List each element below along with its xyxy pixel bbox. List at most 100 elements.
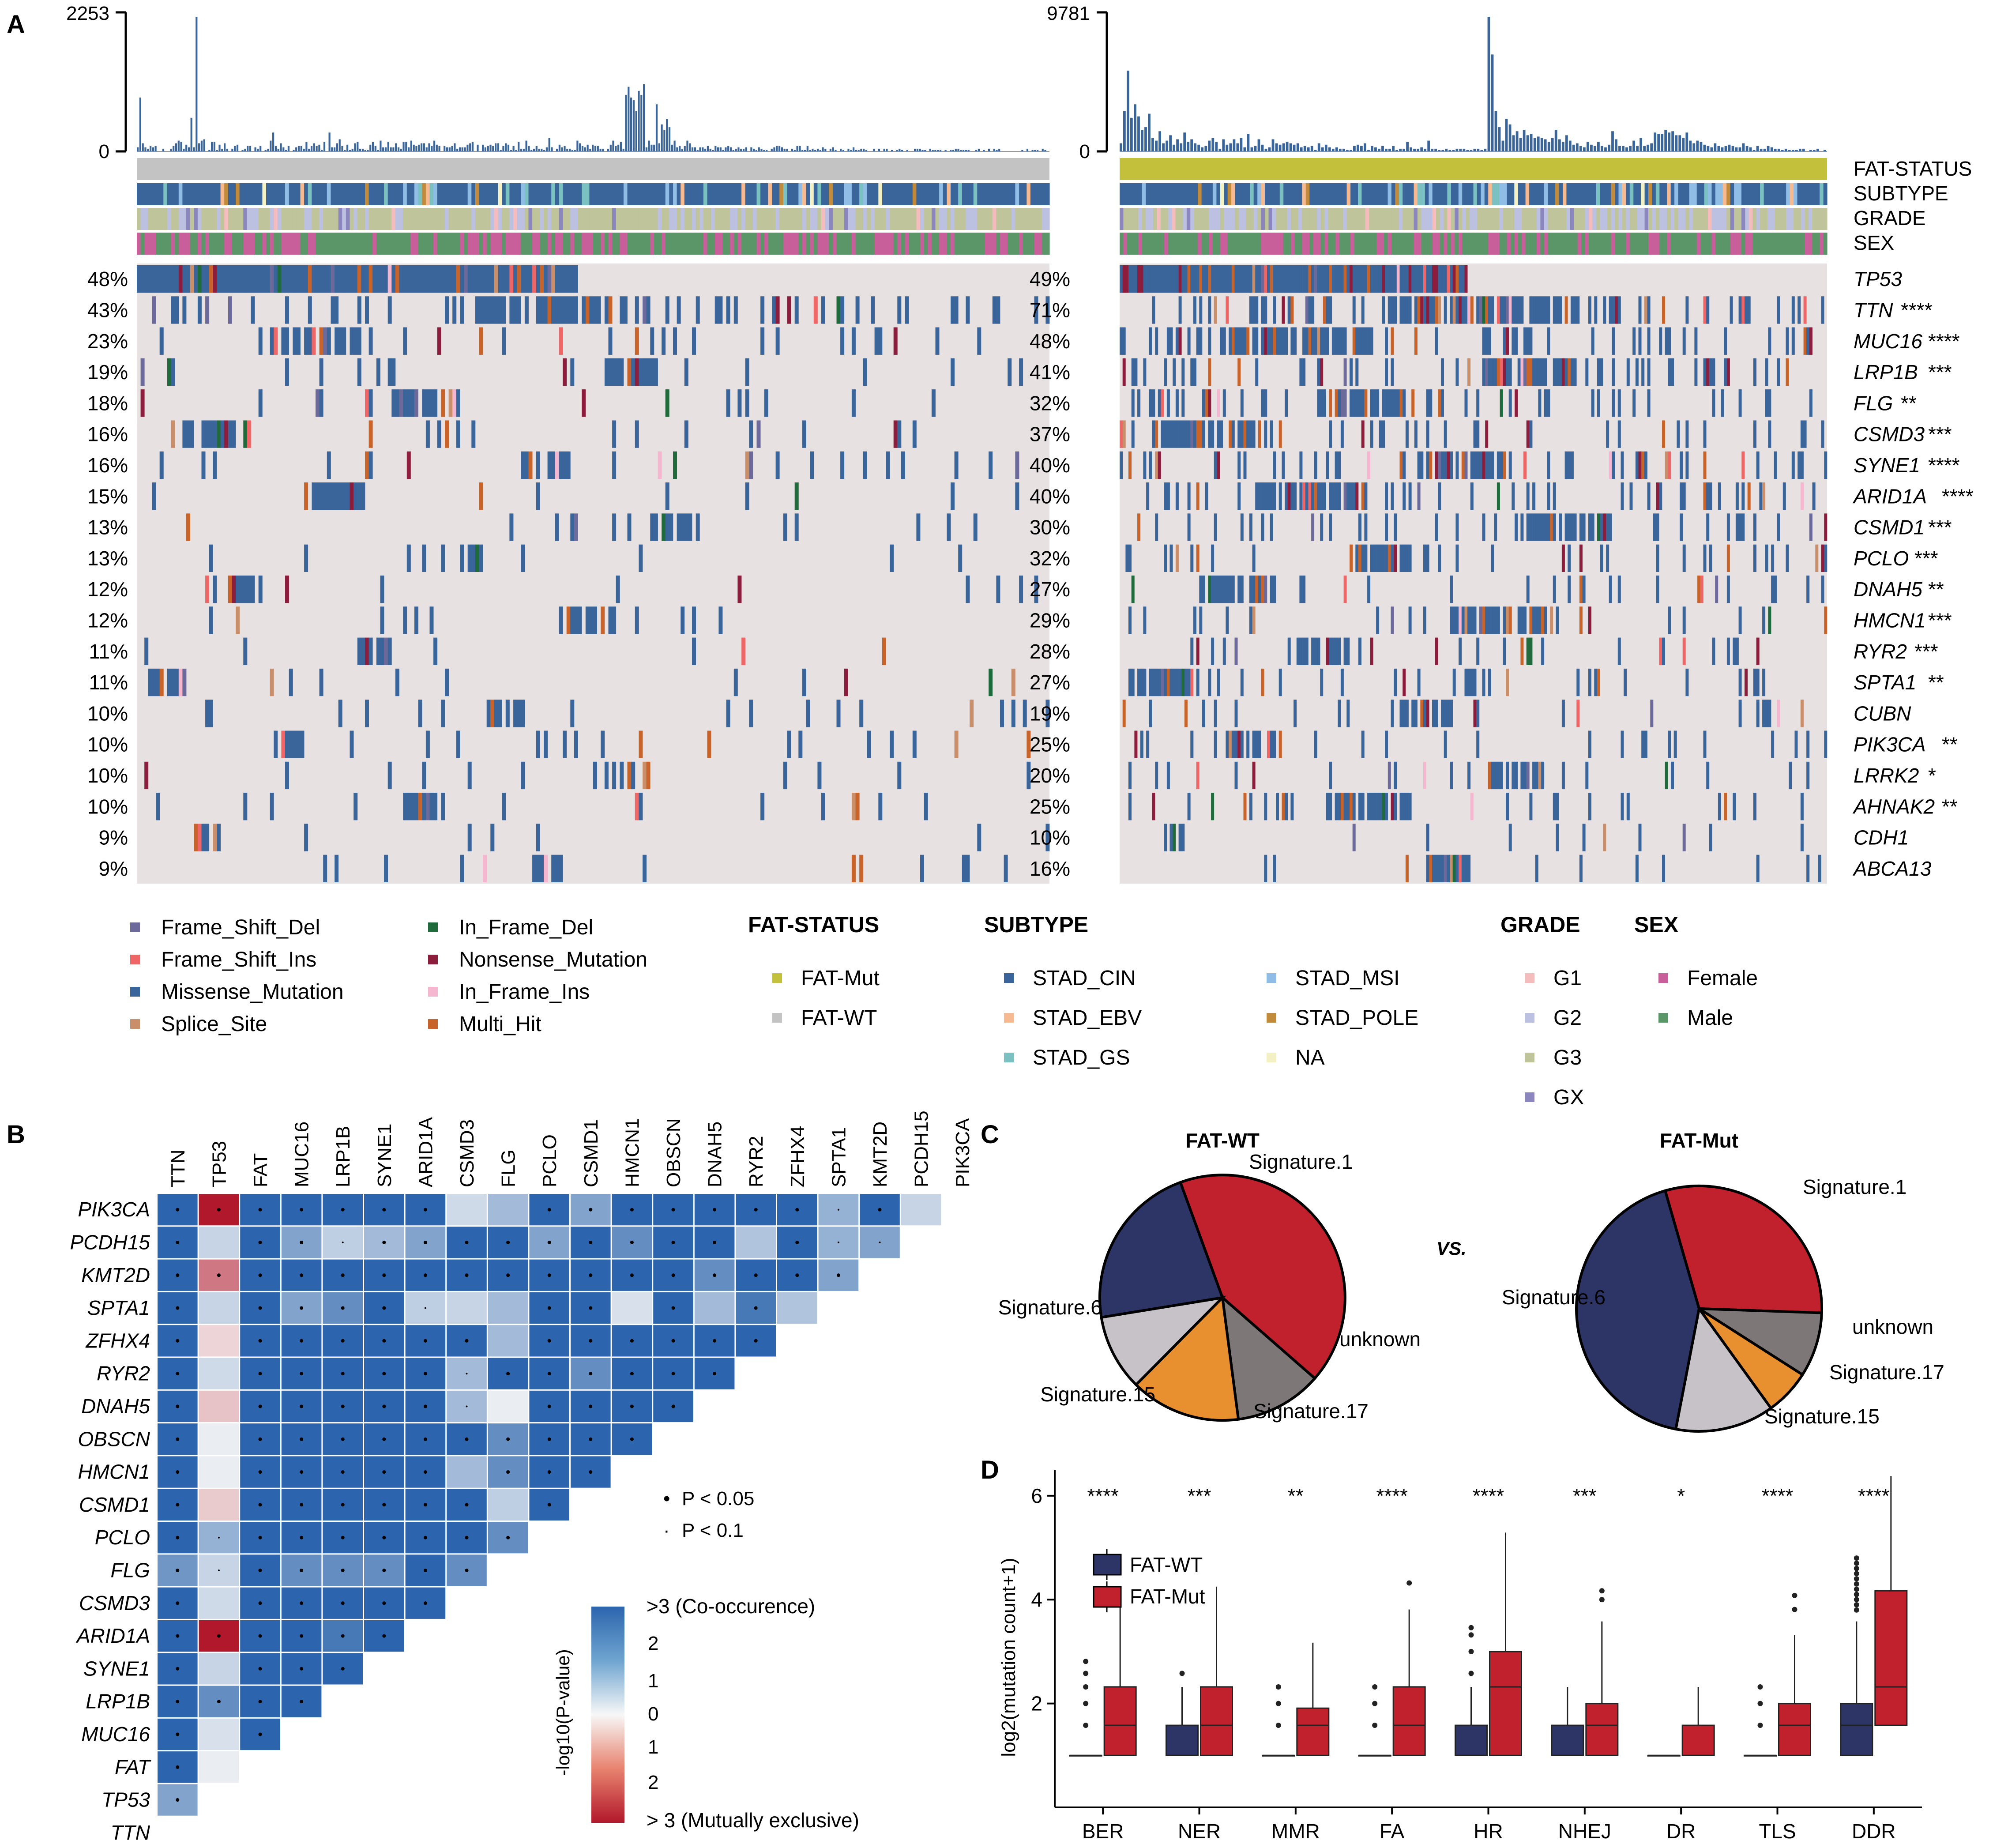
tmb-bar bbox=[234, 146, 236, 151]
mutation-cell bbox=[391, 389, 396, 417]
right-annotation-cell bbox=[1127, 233, 1131, 255]
mutation-cell bbox=[429, 389, 434, 417]
mutation-cell bbox=[536, 482, 540, 510]
mutation-cell bbox=[1220, 576, 1223, 603]
heatmap-cell bbox=[447, 1194, 487, 1226]
left-annotation-cell bbox=[718, 183, 723, 205]
mutation-cell bbox=[460, 296, 464, 324]
mutation-cell bbox=[479, 296, 483, 324]
mutation-cell bbox=[1169, 668, 1173, 696]
tmb-bar bbox=[896, 150, 898, 151]
left-annotation-cell bbox=[361, 208, 365, 230]
gene-label: CSMD3 bbox=[1854, 423, 1925, 446]
mutation-cell bbox=[1391, 265, 1394, 293]
left-annotation-cell bbox=[966, 233, 970, 255]
p-dot-significant bbox=[300, 1634, 304, 1638]
right-annotation-cell bbox=[1481, 233, 1485, 255]
left-annotation-cell bbox=[760, 208, 765, 230]
right-annotation-cell bbox=[1153, 208, 1157, 230]
left-annotation-cell bbox=[578, 183, 582, 205]
mutation-cell bbox=[1600, 358, 1603, 386]
left-annotation-cell bbox=[844, 183, 848, 205]
left-annotation-cell bbox=[148, 183, 153, 205]
left-annotation-cell bbox=[304, 233, 308, 255]
mutation-cell bbox=[1237, 420, 1241, 448]
tmb-bar bbox=[1533, 138, 1536, 151]
mutation-cell bbox=[1258, 482, 1261, 510]
mutation-cell bbox=[1556, 358, 1559, 386]
mutation-cell bbox=[1738, 513, 1742, 541]
p-dot-marginal bbox=[837, 1208, 839, 1211]
tmb-bar bbox=[676, 147, 678, 152]
left-annotation-cell bbox=[836, 233, 841, 255]
mutation-cell bbox=[486, 296, 491, 324]
right-annotation-cell bbox=[1756, 208, 1760, 230]
legend-label-mutation: Splice_Site bbox=[161, 1012, 267, 1036]
mutation-cell bbox=[213, 824, 217, 851]
tmb-bar bbox=[402, 142, 405, 151]
mutation-cell bbox=[951, 296, 955, 324]
p-dot-significant bbox=[465, 1273, 469, 1277]
left-annotation-cell bbox=[289, 233, 293, 255]
left-annotation-cell bbox=[741, 183, 746, 205]
outlier-point bbox=[1275, 1723, 1281, 1728]
mutation-cell bbox=[1668, 327, 1671, 355]
mutation-cell bbox=[1426, 854, 1429, 882]
mutation-cell bbox=[1317, 389, 1320, 417]
right-annotation-cell bbox=[1313, 208, 1317, 230]
mutation-cell bbox=[1229, 327, 1232, 355]
mutation-cell bbox=[1249, 606, 1252, 634]
tmb-bar bbox=[1374, 147, 1377, 152]
tmb-bar bbox=[709, 148, 711, 151]
p-dot-significant bbox=[300, 1208, 304, 1212]
mutation-cell bbox=[1243, 420, 1247, 448]
left-annotation-cell bbox=[532, 208, 537, 230]
left-mutation-frequency: 10% bbox=[87, 795, 128, 818]
mutation-cell bbox=[1146, 265, 1150, 293]
mutation-cell bbox=[1267, 265, 1270, 293]
mutation-cell bbox=[1311, 482, 1315, 510]
p-dot-significant bbox=[465, 1437, 469, 1441]
mutation-cell bbox=[1680, 451, 1683, 479]
mutation-cell bbox=[1612, 389, 1615, 417]
left-annotation-cell bbox=[236, 208, 240, 230]
left-annotation-cell bbox=[425, 183, 430, 205]
mutation-cell bbox=[524, 296, 529, 324]
mutation-cell bbox=[243, 637, 248, 665]
left-annotation-cell bbox=[810, 183, 814, 205]
tmb-bar bbox=[428, 143, 430, 151]
left-annotation-cell bbox=[779, 233, 784, 255]
mutation-cell bbox=[977, 327, 981, 355]
mutation-cell bbox=[1791, 327, 1795, 355]
mutation-cell bbox=[152, 265, 156, 293]
tmb-bar bbox=[1431, 148, 1434, 151]
left-annotation-cell bbox=[829, 233, 833, 255]
mutation-cell bbox=[1615, 296, 1618, 324]
mutation-cell bbox=[1329, 637, 1332, 665]
right-annotation-cell bbox=[1302, 233, 1306, 255]
mutation-cell bbox=[1671, 761, 1674, 790]
mutation-cell bbox=[1255, 730, 1259, 758]
right-annotation-cell bbox=[1488, 233, 1493, 255]
mutation-cell bbox=[794, 296, 799, 324]
mutation-cell bbox=[490, 296, 495, 324]
mutation-cell bbox=[737, 389, 742, 417]
left-annotation-cell bbox=[783, 208, 787, 230]
left-annotation-cell bbox=[308, 183, 312, 205]
tmb-bar bbox=[1250, 147, 1253, 152]
legend-label-fat-status: FAT-Mut bbox=[801, 967, 880, 990]
mutation-cell bbox=[1503, 606, 1506, 634]
left-annotation-cell bbox=[867, 233, 871, 255]
tmb-bar bbox=[592, 144, 594, 152]
heatmap-row-label: HMCN1 bbox=[78, 1460, 150, 1483]
mutation-cell bbox=[593, 296, 597, 324]
mutation-cell bbox=[201, 824, 206, 851]
mutation-cell bbox=[369, 420, 373, 448]
right-annotation-cell bbox=[1343, 183, 1347, 205]
mutation-cell bbox=[293, 730, 297, 758]
heatmap-row-label: PCLO bbox=[95, 1526, 150, 1549]
mutation-cell bbox=[1340, 265, 1344, 293]
mutation-cell bbox=[1435, 451, 1438, 479]
left-annotation-cell bbox=[851, 233, 856, 255]
right-annotation-cell bbox=[1279, 183, 1284, 205]
